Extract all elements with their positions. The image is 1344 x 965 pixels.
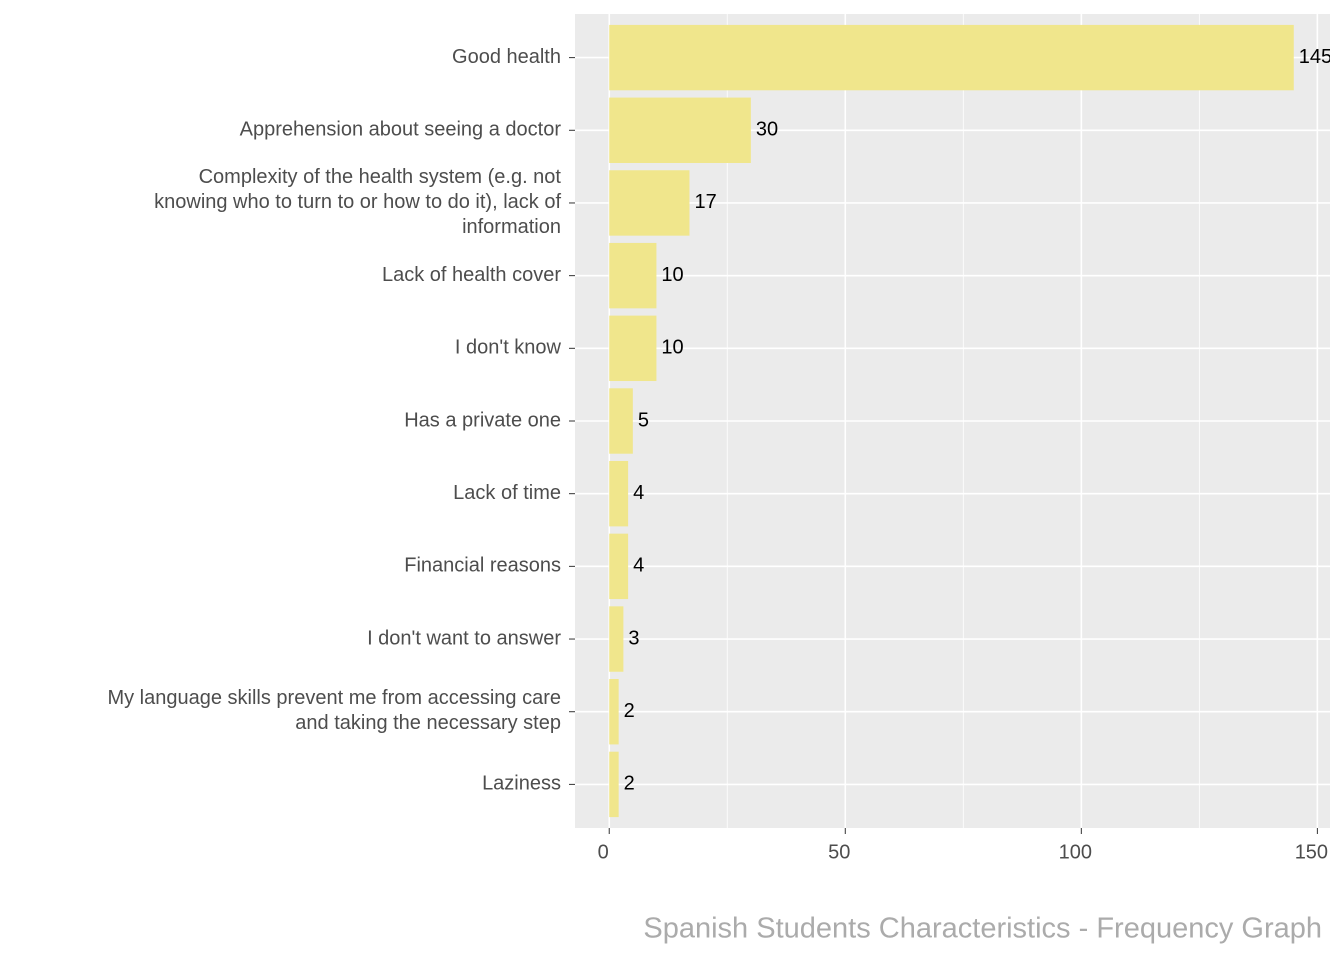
y-tick-label: Apprehension about seeing a doctor — [240, 119, 562, 141]
value-label: 3 — [628, 627, 639, 649]
bar — [609, 242, 657, 309]
value-label: 4 — [633, 482, 644, 504]
bar — [609, 751, 619, 818]
bar — [609, 97, 751, 163]
bar — [609, 170, 690, 236]
y-tick-label: Complexity of the health system (e.g. no… — [154, 166, 561, 238]
value-label: 10 — [661, 264, 683, 286]
bar — [609, 606, 624, 672]
x-tick-label: 150 — [1295, 841, 1328, 863]
y-tick-label: Financial reasons — [404, 555, 561, 577]
panel-content: 145 30 17 10 10 5 4 4 3 2 2 — [575, 14, 1332, 828]
value-label: 4 — [633, 555, 644, 577]
y-tick-label: My language skills prevent me from acces… — [107, 687, 561, 734]
x-tick-label: 100 — [1059, 841, 1092, 863]
value-label: 2 — [624, 773, 635, 795]
value-label: 5 — [638, 409, 649, 431]
value-label: 17 — [694, 191, 716, 213]
bar — [609, 460, 629, 527]
bar — [609, 315, 657, 382]
value-label: 10 — [661, 337, 683, 359]
bar — [609, 24, 1294, 91]
y-tick-label: Lack of health cover — [382, 264, 561, 286]
bar — [609, 679, 619, 745]
y-tick-label: I don't want to answer — [367, 627, 561, 649]
bar — [609, 533, 629, 600]
value-label: 2 — [624, 700, 635, 722]
y-tick-label: Has a private one — [404, 409, 561, 431]
y-tick-label: Laziness — [482, 773, 561, 795]
caption: Spanish Students Characteristics - Frequ… — [643, 913, 1322, 945]
x-tick-label: 0 — [598, 841, 609, 863]
y-tick-label: Good health — [452, 46, 561, 68]
y-tick-label: I don't know — [455, 337, 562, 359]
value-label: 30 — [756, 119, 778, 141]
value-label: 145 — [1299, 46, 1332, 68]
y-tick-label: Lack of time — [453, 482, 561, 504]
bar — [609, 388, 633, 454]
x-tick-label: 50 — [828, 841, 850, 863]
